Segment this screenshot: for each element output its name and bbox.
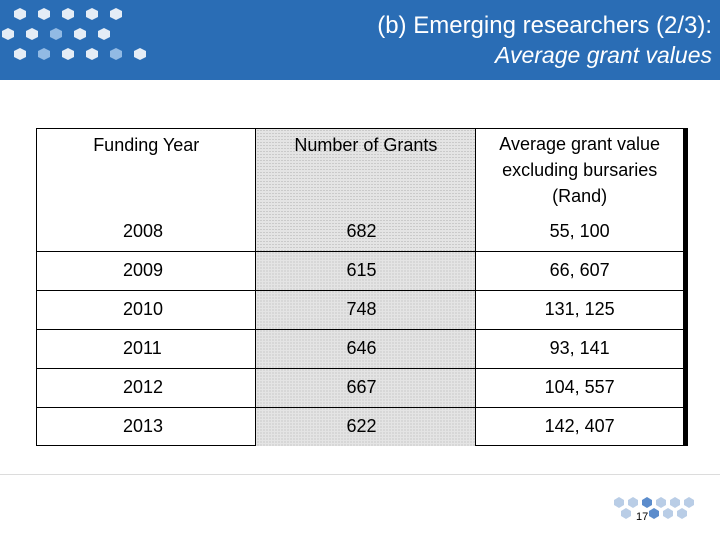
table-row: 2011 646 93, 141 [37, 329, 683, 368]
number-of-grants-cell: 667 [255, 368, 477, 407]
table-row: 2009 615 66, 607 [37, 251, 683, 290]
column-header-number-of-grants: Number of Grants [255, 129, 477, 213]
table-header-row: Funding Year Number of Grants Average gr… [37, 129, 683, 213]
average-grant-value-cell: 55, 100 [549, 221, 610, 242]
average-grant-value-cell: 66, 607 [549, 260, 610, 280]
number-of-grants-cell: 622 [255, 407, 477, 446]
table-row: 2012 667 104, 557 [37, 368, 683, 407]
number-of-grants-cell: 615 [255, 251, 477, 290]
footer-hexagon-decoration [614, 497, 694, 519]
table-row: 2013 622 142, 407 [37, 407, 683, 446]
average-grant-value-cell: 142, 407 [544, 416, 615, 437]
funding-year-cell: 2008 [123, 221, 164, 242]
funding-year-cell: 2010 [123, 299, 164, 319]
funding-year-cell: 2011 [123, 338, 162, 358]
average-grant-value-cell: 104, 557 [544, 377, 615, 397]
funding-year-cell: 2009 [123, 260, 164, 280]
funding-year-cell: 2013 [123, 416, 164, 437]
table-row: 2008 682 55, 100 [37, 213, 683, 251]
funding-year-cell: 2012 [123, 377, 164, 397]
grant-values-table: Funding Year Number of Grants Average gr… [36, 128, 684, 446]
slide-title: (b) Emerging researchers (2/3): [377, 12, 712, 39]
table-row: 2010 748 131, 125 [37, 290, 683, 329]
average-grant-value-cell: 93, 141 [549, 338, 610, 358]
average-grant-value-cell: 131, 125 [544, 299, 615, 319]
footer-divider [0, 474, 720, 475]
slide-header: (b) Emerging researchers (2/3): Average … [0, 0, 720, 80]
number-of-grants-cell: 646 [255, 329, 477, 368]
hexagon-pattern-decoration [2, 8, 146, 60]
number-of-grants-cell: 748 [255, 290, 477, 329]
number-of-grants-cell: 682 [255, 213, 477, 251]
column-header-average-grant-value: Average grant value excluding bursaries … [476, 129, 683, 213]
page-number: 17 [636, 511, 649, 523]
slide-subtitle: Average grant values [495, 42, 712, 68]
column-header-funding-year: Funding Year [93, 135, 200, 155]
average-grant-value-header-text: Average grant value excluding bursaries … [499, 134, 661, 206]
